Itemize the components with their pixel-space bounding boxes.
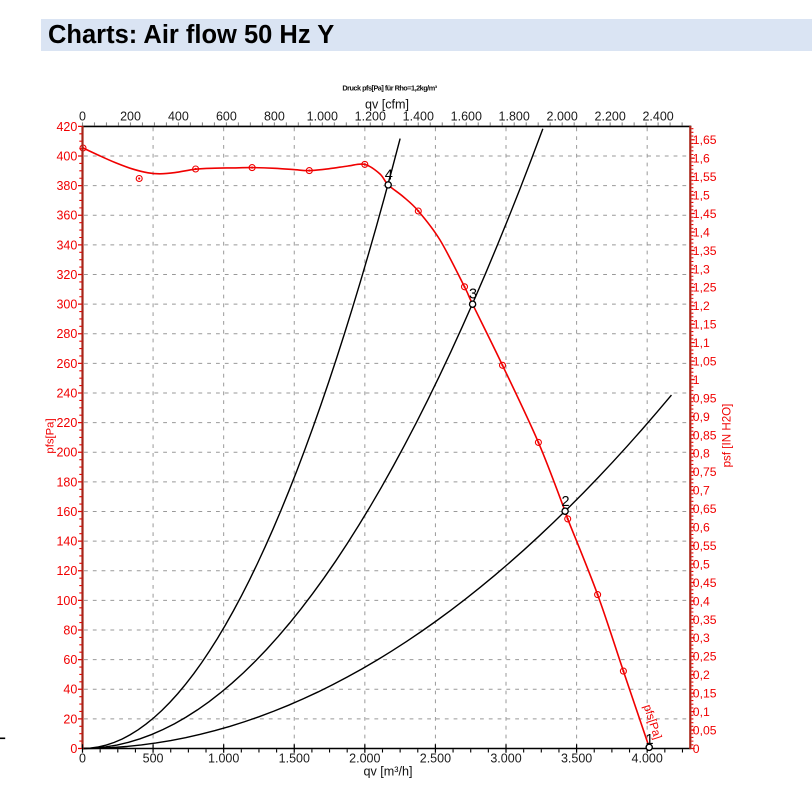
svg-text:1.600: 1.600 (451, 109, 482, 123)
svg-text:140: 140 (56, 535, 77, 549)
svg-text:280: 280 (56, 327, 77, 341)
svg-text:2.200: 2.200 (595, 109, 626, 123)
svg-text:1,25: 1,25 (693, 281, 717, 295)
svg-text:0,7: 0,7 (693, 484, 710, 498)
svg-text:0,85: 0,85 (693, 428, 717, 442)
svg-text:0,5: 0,5 (693, 557, 710, 571)
svg-text:0,1: 0,1 (693, 705, 710, 719)
svg-text:0,8: 0,8 (693, 447, 710, 461)
svg-text:1,4: 1,4 (693, 225, 710, 239)
svg-text:2.000: 2.000 (349, 752, 380, 766)
svg-text:360: 360 (56, 209, 77, 223)
svg-text:1,65: 1,65 (693, 133, 717, 147)
svg-text:2.400: 2.400 (642, 109, 673, 123)
svg-text:3.000: 3.000 (490, 752, 521, 766)
svg-text:1,55: 1,55 (693, 170, 717, 184)
svg-text:1,05: 1,05 (693, 355, 717, 369)
svg-text:2.000: 2.000 (547, 109, 578, 123)
svg-text:500: 500 (143, 752, 164, 766)
svg-text:220: 220 (56, 416, 77, 430)
svg-text:240: 240 (56, 386, 77, 400)
svg-text:420: 420 (56, 120, 77, 134)
svg-text:psf [IN H2O]: psf [IN H2O] (721, 404, 734, 468)
svg-text:1,45: 1,45 (693, 207, 717, 221)
svg-text:200: 200 (56, 446, 77, 460)
svg-text:qv [cfm]: qv [cfm] (365, 98, 409, 112)
svg-text:0: 0 (70, 742, 77, 756)
svg-text:600: 600 (216, 109, 237, 123)
svg-text:0: 0 (693, 742, 700, 756)
svg-text:0,6: 0,6 (693, 521, 710, 535)
svg-text:0,3: 0,3 (693, 631, 710, 645)
svg-text:0,4: 0,4 (693, 594, 710, 608)
svg-text:1,6: 1,6 (693, 152, 710, 166)
svg-text:0,25: 0,25 (693, 650, 717, 664)
svg-text:0,75: 0,75 (693, 465, 717, 479)
svg-text:0,9: 0,9 (693, 410, 710, 424)
svg-text:400: 400 (56, 149, 77, 163)
svg-text:160: 160 (56, 505, 77, 519)
svg-text:Druck pfs[Pa] für Rho=1,2kg/m³: Druck pfs[Pa] für Rho=1,2kg/m³ (342, 83, 437, 92)
svg-text:0,55: 0,55 (693, 539, 717, 553)
svg-text:60: 60 (63, 653, 77, 667)
svg-text:1,2: 1,2 (693, 299, 710, 313)
svg-text:3: 3 (469, 287, 477, 303)
svg-text:4: 4 (385, 167, 393, 183)
svg-text:1,35: 1,35 (693, 244, 717, 258)
svg-text:100: 100 (56, 594, 77, 608)
svg-text:1.000: 1.000 (208, 752, 239, 766)
svg-text:0,2: 0,2 (693, 668, 710, 682)
svg-text:pfs[Pa]: pfs[Pa] (45, 418, 57, 453)
svg-text:2: 2 (562, 494, 570, 510)
svg-text:1,5: 1,5 (693, 189, 710, 203)
svg-text:20: 20 (63, 712, 77, 726)
svg-text:1.200: 1.200 (355, 109, 386, 123)
svg-text:200: 200 (120, 109, 141, 123)
svg-text:380: 380 (56, 179, 77, 193)
svg-text:1,15: 1,15 (693, 318, 717, 332)
svg-text:1: 1 (693, 373, 700, 387)
svg-text:0,95: 0,95 (693, 391, 717, 405)
svg-text:4.000: 4.000 (632, 752, 663, 766)
svg-text:1,1: 1,1 (693, 336, 710, 350)
svg-text:0,05: 0,05 (693, 724, 717, 738)
svg-text:260: 260 (56, 357, 77, 371)
svg-text:800: 800 (264, 109, 285, 123)
svg-text:340: 340 (56, 238, 77, 252)
svg-text:1.800: 1.800 (499, 109, 530, 123)
svg-text:1.500: 1.500 (279, 752, 310, 766)
svg-text:40: 40 (63, 683, 77, 697)
svg-text:0,15: 0,15 (693, 687, 717, 701)
svg-text:1.000: 1.000 (307, 109, 338, 123)
svg-text:0: 0 (79, 109, 86, 123)
svg-text:1: 1 (645, 732, 653, 748)
svg-text:2.500: 2.500 (420, 752, 451, 766)
svg-text:3.500: 3.500 (561, 752, 592, 766)
svg-text:300: 300 (56, 298, 77, 312)
svg-text:qv [m³/h]: qv [m³/h] (364, 765, 413, 779)
svg-text:320: 320 (56, 268, 77, 282)
svg-text:0: 0 (79, 752, 86, 766)
svg-text:1,3: 1,3 (693, 262, 710, 276)
svg-text:120: 120 (56, 564, 77, 578)
svg-text:0,65: 0,65 (693, 502, 717, 516)
svg-text:80: 80 (63, 623, 77, 637)
svg-text:180: 180 (56, 475, 77, 489)
svg-text:0,45: 0,45 (693, 576, 717, 590)
svg-text:400: 400 (168, 109, 189, 123)
svg-text:1.400: 1.400 (403, 109, 434, 123)
svg-text:0,35: 0,35 (693, 613, 717, 627)
